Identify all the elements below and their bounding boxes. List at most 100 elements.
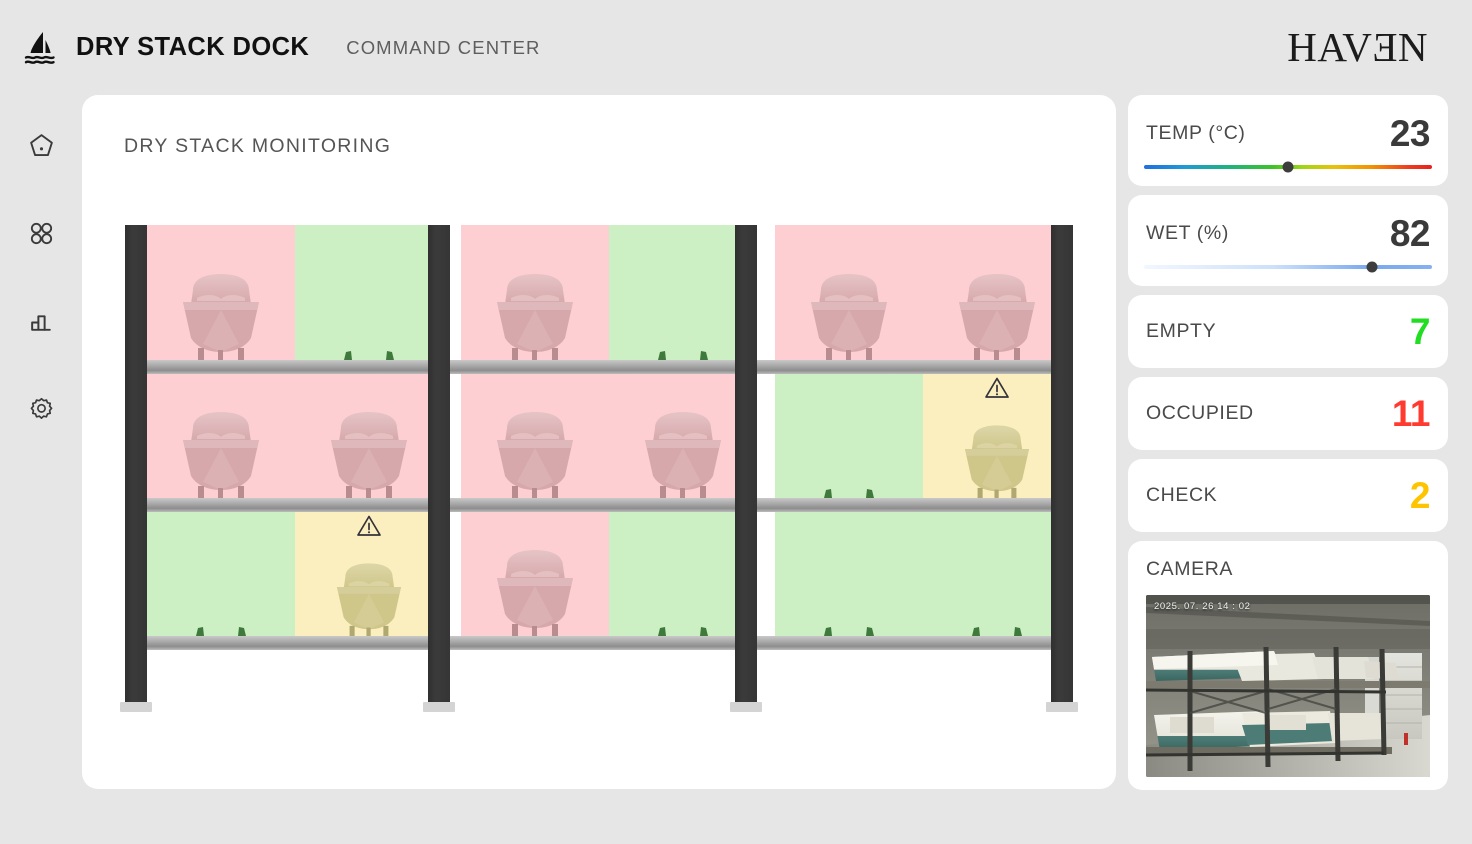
rack-post <box>1046 225 1078 712</box>
camera-timestamp: 2025. 07. 26 14 : 02 <box>1154 601 1251 612</box>
post-foot <box>1046 702 1078 712</box>
page-subtitle: COMMAND CENTER <box>346 36 541 58</box>
stat-value: 7 <box>1409 311 1431 352</box>
rack-row <box>147 362 1071 498</box>
gauge-value: 82 <box>1389 213 1431 254</box>
rack-post <box>730 225 762 712</box>
humidity-slider[interactable] <box>1144 261 1432 273</box>
chock-marks <box>966 624 1028 636</box>
boat-icon <box>795 270 903 360</box>
warning-icon <box>984 376 1010 400</box>
sailboat-icon <box>22 29 58 67</box>
rack-slot-empty[interactable] <box>609 225 757 360</box>
dry-stack-rack <box>120 210 1078 713</box>
rack-slot-occupied[interactable] <box>609 362 757 498</box>
shelf-beam <box>147 498 1071 512</box>
stat-value: 2 <box>1409 475 1431 516</box>
rack-slot-check[interactable] <box>295 500 443 636</box>
rack-bay <box>461 362 757 498</box>
boat-icon <box>315 408 423 498</box>
temperature-slider[interactable] <box>1144 161 1432 173</box>
camera-feed[interactable]: 2025. 07. 26 14 : 02 <box>1146 595 1430 777</box>
chock-marks <box>190 624 252 636</box>
panel-title: DRY STACK MONITORING <box>124 135 392 157</box>
gauge-header: WET (%) 82 <box>1146 213 1431 254</box>
logo-mirrored-e: E <box>1372 24 1398 70</box>
stat-label: CHECK <box>1146 484 1218 506</box>
app-header: DRY STACK DOCK COMMAND CENTER HAV E N <box>0 0 1472 95</box>
rack-bay <box>775 225 1071 360</box>
rack-slot-empty[interactable] <box>295 225 443 360</box>
stat-label: EMPTY <box>1146 320 1217 342</box>
chock-marks <box>818 624 880 636</box>
rack-bay <box>147 362 443 498</box>
gauge-card-humidity[interactable]: WET (%) 82 <box>1128 195 1448 286</box>
stat-card-occupied[interactable]: OCCUPIED 11 <box>1128 377 1448 450</box>
boat-icon <box>481 408 589 498</box>
chock-marks <box>652 624 714 636</box>
dry-stack-monitoring-panel: DRY STACK MONITORING <box>82 95 1116 789</box>
rack-slot-empty[interactable] <box>147 500 295 636</box>
gauge-value: 23 <box>1389 113 1431 154</box>
rack-bay <box>461 225 757 360</box>
rack-bay <box>147 225 443 360</box>
status-panel: TEMP (°C) 23 WET (%) 82 EMPTY 7 OCCUPIED… <box>1128 95 1448 805</box>
slider-handle[interactable] <box>1366 261 1378 273</box>
chock-marks <box>338 348 400 360</box>
rack-slot-occupied[interactable] <box>147 362 295 498</box>
stat-label: OCCUPIED <box>1146 402 1254 424</box>
rack-slot-occupied[interactable] <box>775 225 923 360</box>
sidebar <box>0 95 82 844</box>
sidebar-item-modules[interactable] <box>18 210 64 256</box>
chock-marks <box>818 486 880 498</box>
shelf-beam <box>147 636 1071 650</box>
boat-icon <box>319 560 419 636</box>
camera-title: CAMERA <box>1146 558 1234 580</box>
bar-chart-icon <box>28 308 55 335</box>
sidebar-item-settings[interactable] <box>18 386 64 432</box>
camera-card[interactable]: CAMERA <box>1128 541 1448 790</box>
warning-icon <box>356 514 382 538</box>
rack-post <box>423 225 455 712</box>
rack-post <box>120 225 152 712</box>
rack-slot-empty[interactable] <box>775 500 923 636</box>
stat-card-check[interactable]: CHECK 2 <box>1128 459 1448 532</box>
rack-row <box>147 500 1071 636</box>
slider-handle[interactable] <box>1282 161 1294 173</box>
rack-slot-occupied[interactable] <box>461 500 609 636</box>
sidebar-item-analytics[interactable] <box>18 298 64 344</box>
haven-logo: HAV E N <box>1287 24 1428 70</box>
rack-bay <box>775 362 1071 498</box>
rack-slot-occupied[interactable] <box>295 362 443 498</box>
rack-slot-empty[interactable] <box>609 500 757 636</box>
boat-icon <box>167 270 275 360</box>
post-foot <box>423 702 455 712</box>
rack-slot-occupied[interactable] <box>923 225 1071 360</box>
rack-row <box>147 225 1071 360</box>
boat-icon <box>481 270 589 360</box>
rack-slot-empty[interactable] <box>775 362 923 498</box>
gear-icon <box>28 396 55 423</box>
rack-slot-occupied[interactable] <box>147 225 295 360</box>
boat-icon <box>947 422 1047 498</box>
rack-slot-occupied[interactable] <box>461 362 609 498</box>
post-foot <box>730 702 762 712</box>
grid-icon <box>28 220 55 247</box>
rack-bay <box>147 500 443 636</box>
bay-divider <box>757 225 775 360</box>
post-foot <box>120 702 152 712</box>
sidebar-item-home[interactable] <box>18 122 64 168</box>
gauge-card-temperature[interactable]: TEMP (°C) 23 <box>1128 95 1448 186</box>
boat-icon <box>943 270 1051 360</box>
gauge-label: TEMP (°C) <box>1146 122 1246 144</box>
rack-slot-occupied[interactable] <box>461 225 609 360</box>
rack-slot-check[interactable] <box>923 362 1071 498</box>
stat-card-empty[interactable]: EMPTY 7 <box>1128 295 1448 368</box>
rack-slot-empty[interactable] <box>923 500 1071 636</box>
rack-rows-container <box>125 210 1073 713</box>
boat-icon <box>167 408 275 498</box>
boat-icon <box>481 546 589 636</box>
camera-feed-image <box>1146 595 1430 777</box>
bay-divider <box>757 362 775 498</box>
shelf-beam <box>147 360 1071 374</box>
